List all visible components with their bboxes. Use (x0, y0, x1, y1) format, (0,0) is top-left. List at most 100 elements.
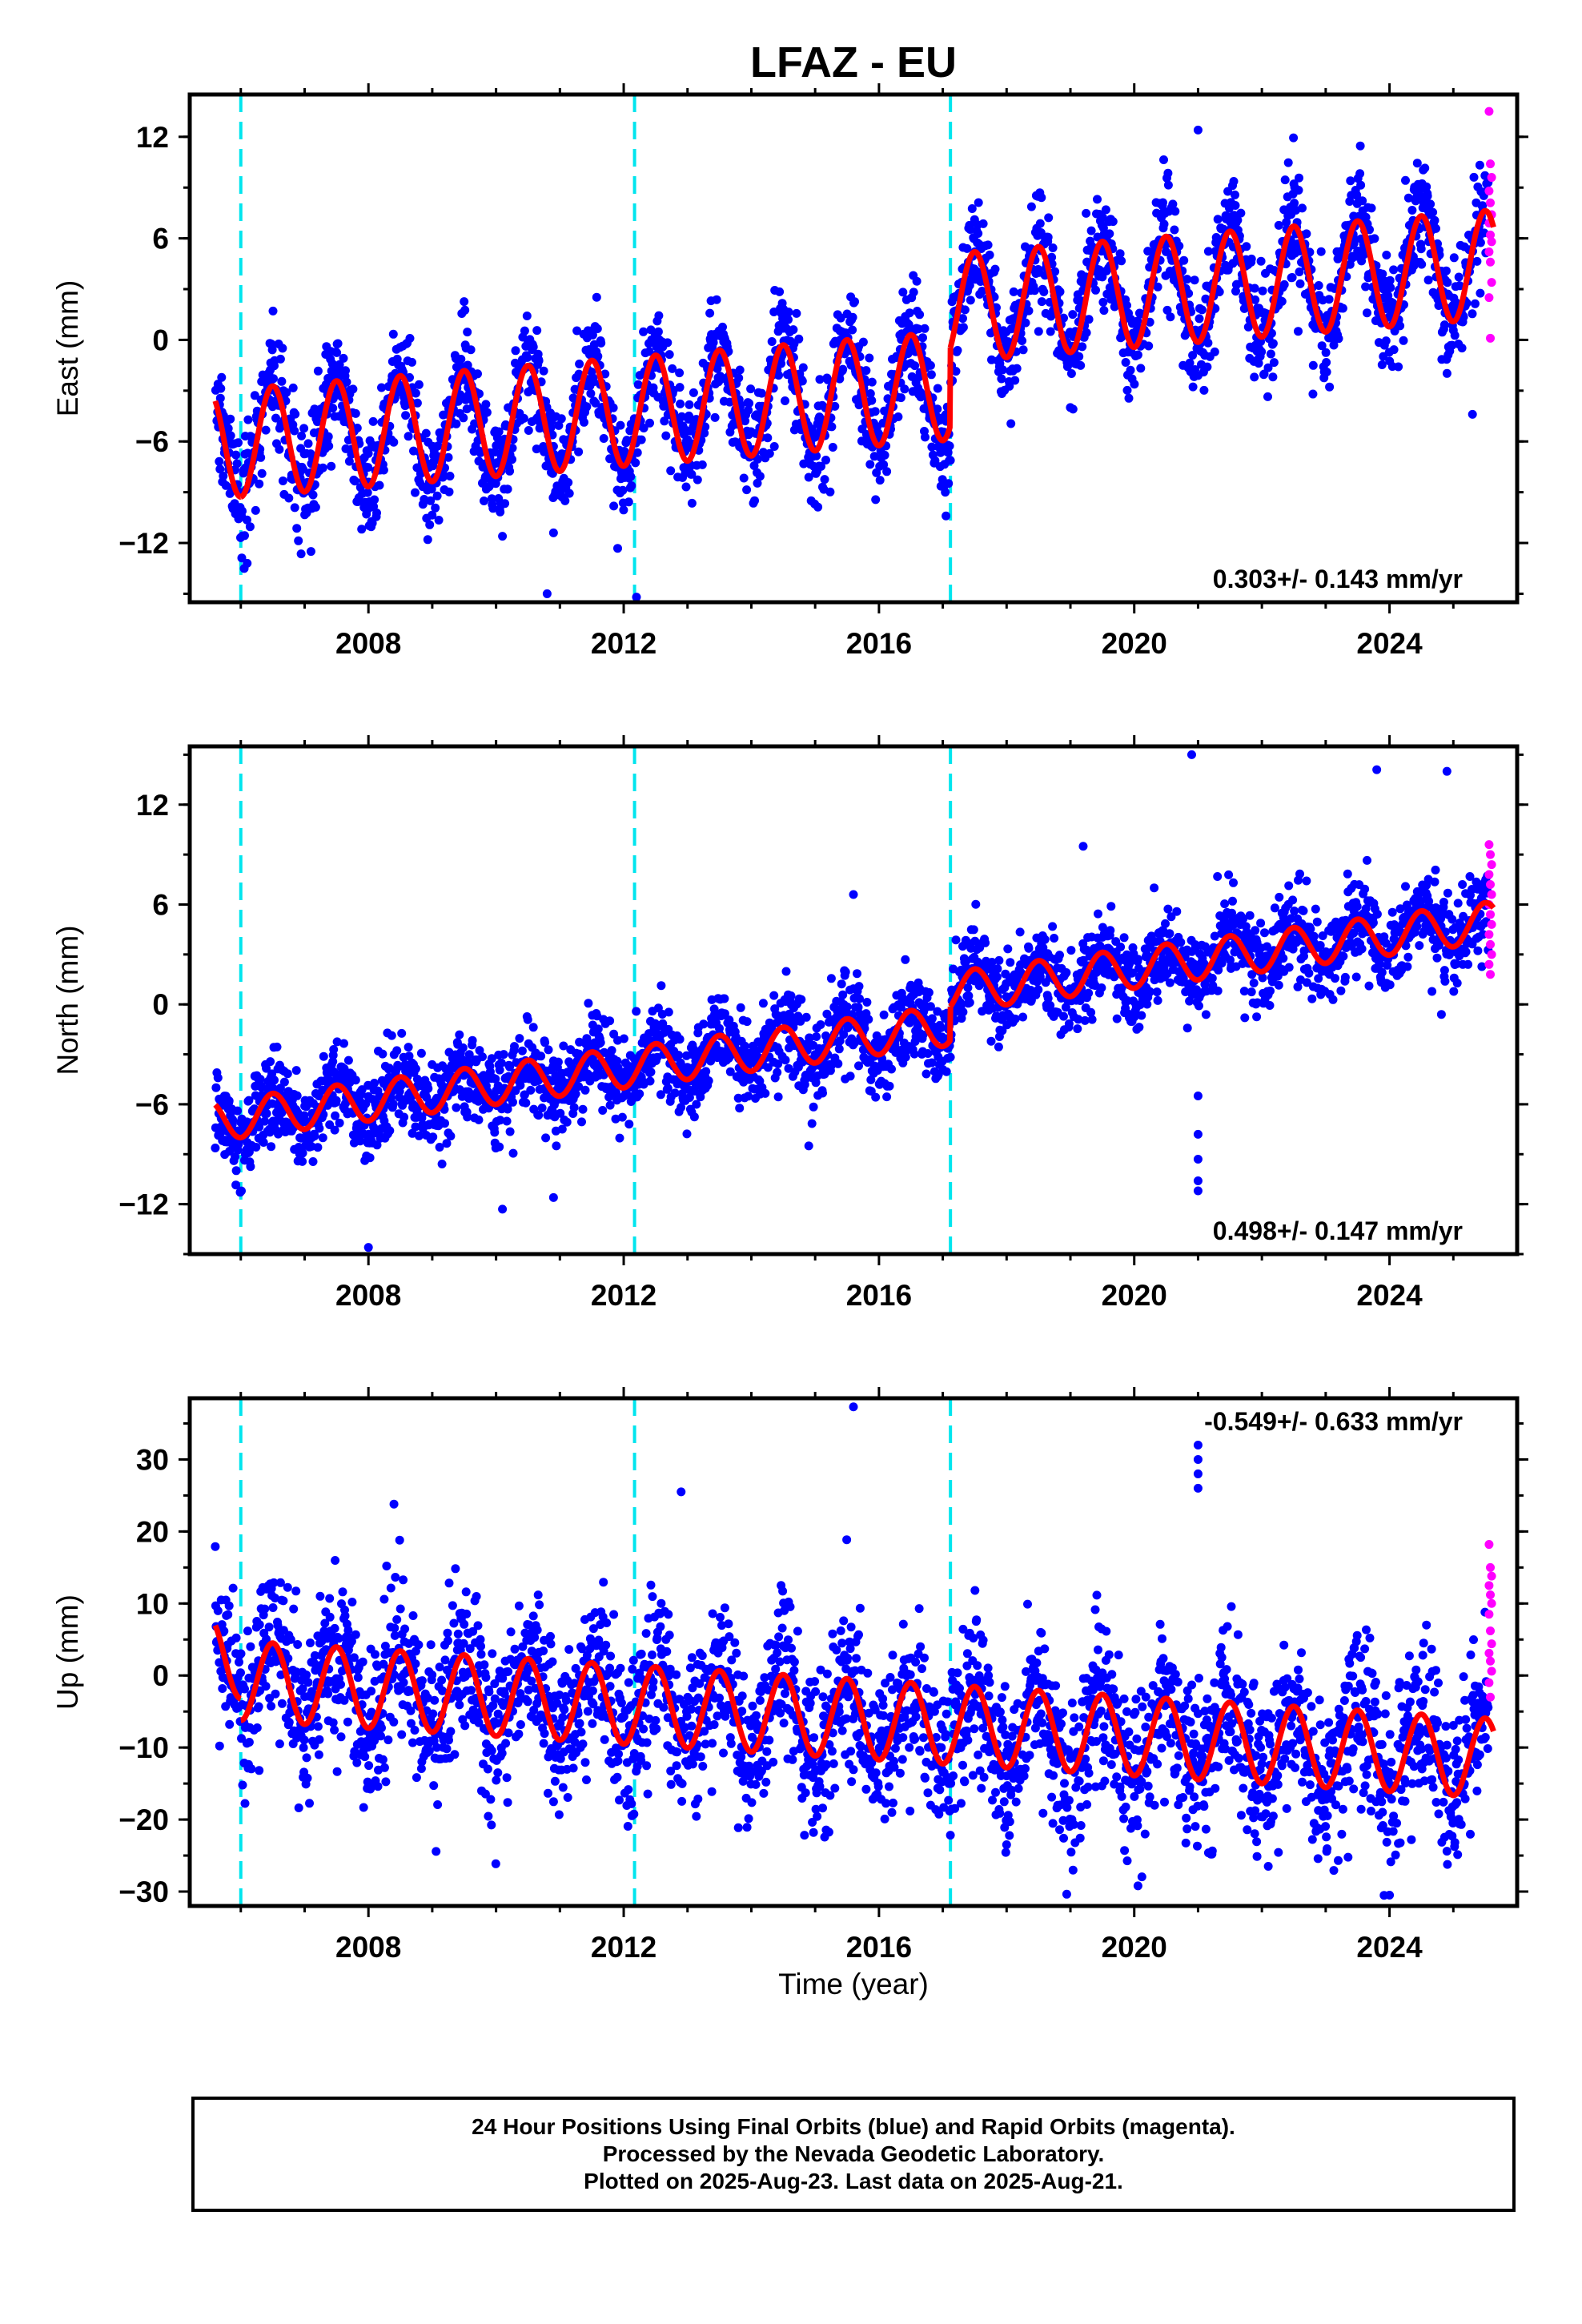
north-final-point (468, 1035, 477, 1045)
north-final-point (887, 1064, 896, 1074)
north-final-point (981, 938, 990, 947)
east-final-point (1242, 242, 1251, 251)
north-final-point (455, 1030, 464, 1039)
east-final-point (1417, 259, 1427, 269)
north-final-point (266, 1057, 275, 1067)
north-final-point (574, 1082, 584, 1092)
east-final-point (524, 426, 533, 435)
north-final-point (499, 1050, 508, 1059)
east-final-point (789, 325, 798, 335)
east-final-point (933, 384, 942, 393)
north-final-point (335, 1118, 344, 1128)
north-final-point (231, 1152, 240, 1161)
north-final-point (528, 1023, 538, 1032)
north-final-point (556, 1108, 565, 1118)
east-final-point (1258, 286, 1267, 296)
east-final-point (1210, 347, 1219, 356)
east-final-point (1363, 308, 1371, 318)
east-final-point (1263, 392, 1272, 401)
north-final-point (763, 1063, 773, 1072)
north-final-point (720, 994, 729, 1003)
east-final-point (1455, 281, 1464, 291)
east-final-point (755, 472, 765, 481)
east-final-point (431, 503, 440, 513)
north-final-point (689, 1112, 699, 1122)
north-final-point (495, 1142, 504, 1152)
north-final-point (332, 1037, 342, 1047)
east-final-point (554, 420, 564, 430)
east-final-point (1295, 173, 1303, 183)
east-final-point (335, 360, 344, 369)
east-final-point (1124, 393, 1134, 403)
east-final-point (284, 493, 294, 503)
east-final-point (627, 481, 636, 490)
east-final-point (921, 432, 930, 442)
east-final-point (1087, 241, 1097, 251)
east-final-point (508, 455, 516, 464)
north-final-point (328, 1057, 338, 1067)
east-final-point (966, 296, 975, 305)
north-final-point (417, 1113, 427, 1123)
east-final-point (893, 412, 903, 421)
east-final-point (1233, 215, 1243, 225)
north-final-point (822, 1009, 832, 1019)
east-final-point (423, 535, 432, 545)
north-final-point (331, 1111, 340, 1120)
north-final-point (596, 1038, 605, 1047)
east-final-point (1059, 313, 1068, 323)
east-final-point (978, 287, 987, 296)
east-final-point (1170, 207, 1180, 216)
north-final-point (969, 925, 978, 935)
east-model-curve (947, 207, 1496, 360)
north-final-point (1112, 1014, 1122, 1023)
east-final-point (238, 506, 247, 516)
north-final-point (228, 1115, 238, 1124)
north-final-point (1018, 1012, 1028, 1022)
east-final-point (1346, 176, 1355, 186)
east-final-point (350, 476, 359, 486)
east-final-point (1316, 247, 1326, 256)
north-final-point (231, 1166, 241, 1176)
north-final-point (578, 1104, 588, 1114)
east-final-point (367, 518, 377, 528)
east-final-point (498, 532, 508, 541)
north-final-point (879, 1010, 889, 1019)
east-final-point (1018, 345, 1028, 355)
east-final-point (1314, 281, 1323, 290)
east-final-point (1268, 372, 1278, 382)
north-final-point (1048, 922, 1058, 931)
east-final-point (1179, 255, 1189, 265)
north-final-point (674, 1051, 684, 1060)
north-final-point (833, 1059, 843, 1068)
east-final-point (1267, 328, 1276, 338)
north-final-point (544, 1045, 553, 1055)
east-final-point (523, 352, 532, 362)
east-final-point (586, 388, 596, 398)
north-plot-area (211, 746, 1496, 1254)
east-final-point (1133, 350, 1142, 360)
east-final-point (500, 499, 510, 509)
east-final-point (870, 407, 880, 416)
north-final-point (1087, 1015, 1097, 1024)
east-final-point (1159, 155, 1168, 164)
east-final-point (1068, 310, 1078, 320)
east-final-point (269, 374, 278, 384)
east-final-point (488, 504, 498, 513)
east-final-point (944, 479, 954, 489)
east-final-point (1476, 288, 1485, 298)
east-final-point (297, 431, 307, 440)
east-final-point (1101, 205, 1110, 215)
north-final-point (924, 987, 934, 997)
north-final-point (392, 1046, 402, 1055)
north-final-point (330, 1125, 339, 1135)
east-final-point (1308, 389, 1318, 399)
east-final-point (765, 448, 774, 458)
east-final-point (1126, 365, 1135, 375)
north-final-point (411, 1064, 420, 1074)
east-final-point (1442, 368, 1452, 378)
east-final-point (613, 544, 622, 553)
east-final-point (496, 507, 505, 517)
north-final-point (318, 1133, 327, 1143)
north-final-point (478, 1052, 487, 1062)
north-final-point (1080, 1015, 1090, 1025)
